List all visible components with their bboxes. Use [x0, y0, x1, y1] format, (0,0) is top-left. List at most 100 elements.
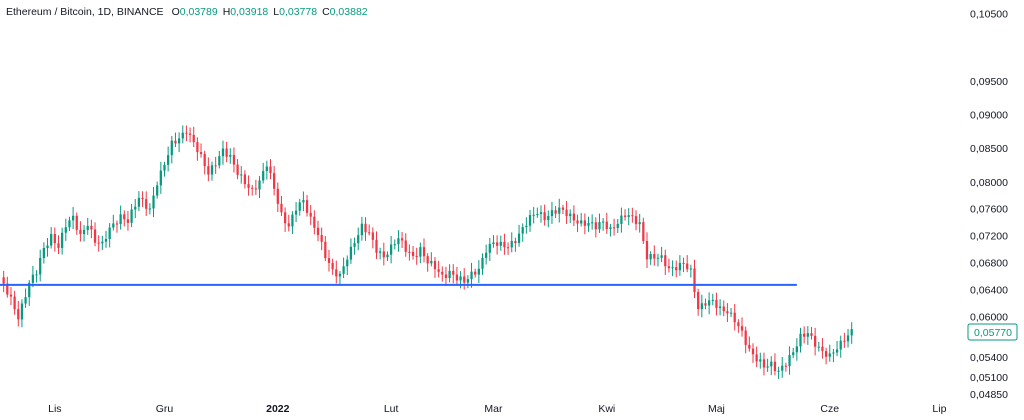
candle-body — [627, 215, 630, 217]
candle — [236, 159, 239, 180]
candle-body — [115, 223, 119, 225]
candle-body — [488, 244, 491, 253]
candle — [221, 140, 225, 165]
candle — [35, 270, 38, 283]
candle — [671, 260, 674, 277]
candle-body — [601, 221, 605, 223]
candle-body — [506, 247, 510, 249]
y-tick-label: 0,08000 — [970, 177, 1008, 189]
candle-body — [517, 233, 521, 244]
candle-body — [441, 271, 444, 275]
price-axis[interactable]: 0,10500 0,09500 0,09000 0,08500 0,08000 0,076… — [967, 8, 1018, 401]
candle-body — [152, 195, 155, 209]
candle — [722, 300, 725, 317]
ohlc-open: O0,03789 — [171, 6, 218, 18]
candle — [715, 292, 718, 316]
x-tick-label: Lip — [932, 403, 946, 415]
candle-body — [192, 134, 195, 143]
y-tick-label: 0,06400 — [970, 285, 1008, 297]
candle — [729, 308, 733, 317]
candle — [214, 156, 217, 174]
candle — [697, 288, 700, 316]
candle — [123, 210, 126, 227]
candle-body — [254, 188, 258, 190]
candle — [31, 265, 35, 288]
candle — [704, 298, 707, 310]
candle — [788, 346, 791, 375]
candle-body — [528, 215, 532, 226]
candle-body — [353, 243, 356, 247]
candle — [276, 182, 279, 213]
candle — [24, 288, 27, 308]
candle-body — [273, 173, 276, 189]
candle-body — [9, 294, 13, 297]
candle-body — [715, 299, 718, 308]
candle — [338, 271, 342, 285]
candle — [591, 214, 594, 230]
candle-body — [525, 225, 528, 228]
x-tick-label: Lut — [384, 403, 399, 415]
candle-body — [697, 291, 700, 310]
candle — [46, 237, 49, 257]
candle-body — [243, 174, 247, 185]
candle-body — [609, 227, 612, 229]
time-axis[interactable]: Lis Gru 2022 Lut Mar Kwi Maj Cze Lip — [48, 403, 946, 415]
candle-body — [510, 240, 513, 248]
candle — [569, 209, 572, 224]
candle — [97, 235, 100, 252]
candle — [773, 353, 777, 376]
candle-body — [61, 232, 64, 248]
candle — [283, 207, 287, 232]
candle-body — [612, 227, 616, 229]
symbol-title[interactable]: Ethereum / Bitcoin, 1D, BINANCE — [6, 6, 164, 18]
candle — [254, 179, 258, 195]
candle — [137, 191, 141, 212]
candle-body — [134, 206, 137, 210]
x-tick-label: Cze — [820, 403, 839, 415]
candle — [653, 245, 656, 266]
candle — [550, 201, 554, 224]
candle-body — [664, 255, 667, 267]
candle — [262, 162, 265, 184]
candle — [605, 212, 608, 234]
candle-body — [46, 245, 49, 249]
candle — [839, 335, 842, 358]
candle — [411, 245, 415, 260]
candle — [379, 247, 382, 260]
candle — [777, 366, 780, 379]
candle-body — [411, 251, 415, 256]
candle — [649, 251, 652, 265]
candle — [441, 266, 444, 282]
candle-body — [71, 215, 75, 221]
candle — [302, 191, 305, 212]
candle-body — [846, 335, 850, 342]
candle — [316, 220, 320, 242]
candle — [287, 214, 290, 232]
candle — [185, 125, 188, 142]
ohlc-low: L0,03778 — [273, 6, 318, 18]
candle-body — [415, 255, 418, 257]
candle-body — [53, 233, 56, 244]
candle — [42, 242, 45, 264]
candle — [594, 217, 597, 238]
candle — [258, 176, 261, 199]
y-tick-label: 0,07600 — [970, 204, 1008, 216]
candle — [843, 332, 846, 348]
candle — [9, 287, 13, 306]
candle-body — [335, 269, 338, 277]
candle-body — [539, 212, 543, 215]
candle-body — [686, 263, 689, 270]
candle-body — [130, 209, 133, 223]
candle — [112, 214, 115, 231]
candle — [525, 217, 528, 234]
candle-body — [477, 268, 480, 275]
candle — [689, 264, 692, 278]
candle — [748, 336, 751, 352]
candle-body — [221, 148, 225, 157]
candle — [598, 213, 601, 233]
candle — [792, 347, 795, 359]
candle-body — [82, 229, 86, 235]
candle — [810, 326, 813, 340]
